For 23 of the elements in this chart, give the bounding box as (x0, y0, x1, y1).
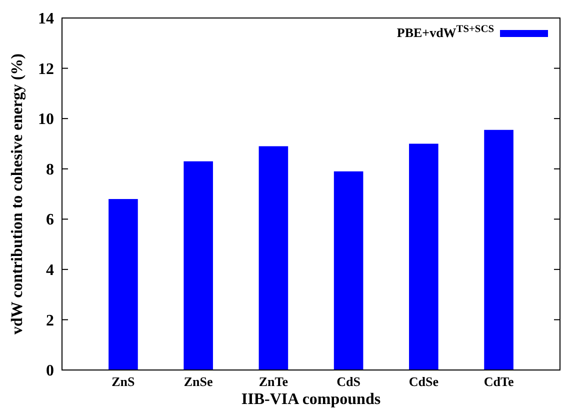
y-tick-label: 12 (38, 60, 54, 78)
y-tick-label: 8 (46, 161, 54, 178)
x-tick-label: CdSe (408, 374, 439, 389)
bar (409, 144, 438, 370)
y-axis-title: vdW contribution to cohesive energy (%) (9, 53, 26, 335)
bar (184, 161, 213, 370)
x-tick-label: CdS (336, 374, 360, 389)
bar (484, 130, 514, 370)
x-tick-label: ZnS (112, 374, 135, 389)
y-tick-label: 2 (46, 312, 54, 330)
bar (108, 199, 138, 370)
y-tick-label: 14 (38, 10, 54, 28)
bar (334, 171, 364, 370)
legend-label: PBE+vdW$^{TS+SCS}$ (396, 24, 494, 40)
x-tick-label: ZnSe (184, 374, 214, 389)
y-tick-label: 6 (46, 212, 54, 229)
x-axis-title: IIB-VIA compounds (241, 391, 381, 408)
y-tick-label: 0 (46, 362, 54, 380)
x-tick-label: CdTe (484, 374, 514, 389)
y-tick-label: 10 (38, 111, 54, 128)
bar (258, 146, 288, 370)
x-tick-label: ZnTe (258, 374, 288, 389)
y-tick-label: 4 (46, 262, 54, 280)
